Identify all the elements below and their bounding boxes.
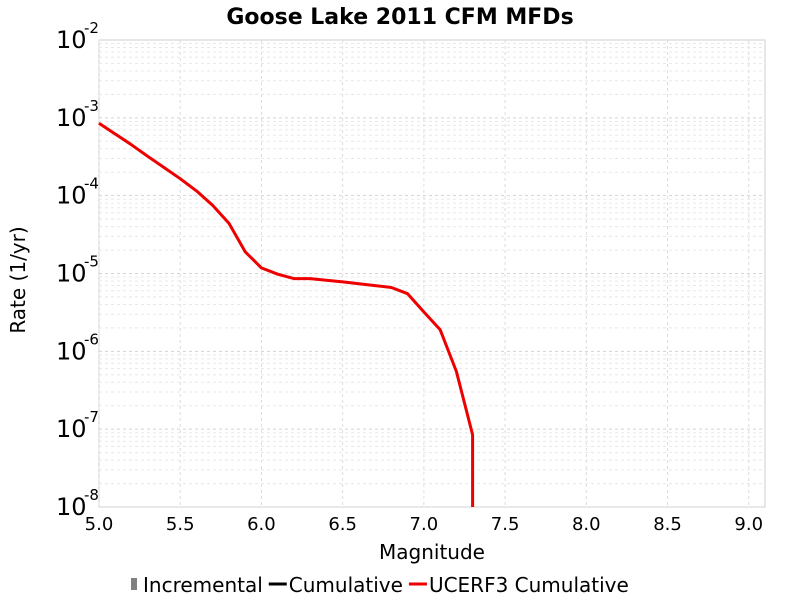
y-tick-exponent: -8: [84, 486, 99, 504]
y-tick-exponent: -3: [84, 97, 99, 115]
x-tick-label: 9.0: [734, 514, 763, 535]
x-tick-label: 7.0: [410, 514, 439, 535]
grid: [98, 40, 765, 508]
legend-label: Cumulative: [289, 573, 403, 597]
legend-entry: Incremental: [131, 573, 263, 597]
legend-entry: UCERF3 Cumulative: [408, 573, 629, 597]
legend-label: Incremental: [143, 573, 263, 597]
x-axis-ticks: 5.0 5.5 6.0 6.5 7.0 7.5 8.0 8.5 9.0: [85, 514, 763, 535]
y-tick-base: 10: [56, 104, 87, 132]
x-tick-label: 5.5: [166, 514, 195, 535]
x-tick-label: 5.0: [85, 514, 114, 535]
legend-entry: Cumulative: [268, 573, 403, 597]
legend: Incremental Cumulative UCERF3 Cumulative: [131, 573, 629, 597]
x-tick-label: 6.0: [247, 514, 276, 535]
x-tick-label: 8.0: [572, 514, 601, 535]
x-axis-label: Magnitude: [379, 540, 485, 564]
y-tick-exponent: -6: [84, 330, 99, 348]
y-tick-label: 10-7: [56, 408, 99, 443]
y-tick-base: 10: [56, 26, 87, 54]
x-tick-label: 6.5: [328, 514, 357, 535]
y-tick-label: 10-2: [56, 19, 99, 54]
x-tick-label: 7.5: [491, 514, 520, 535]
y-tick-exponent: -2: [84, 19, 99, 37]
y-tick-exponent: -4: [84, 175, 99, 193]
y-tick-base: 10: [56, 260, 87, 288]
y-axis-label: Rate (1/yr): [6, 226, 30, 333]
y-tick-label: 10-8: [56, 486, 99, 521]
legend-label: UCERF3 Cumulative: [429, 573, 629, 597]
y-tick-exponent: -5: [84, 253, 99, 271]
series-layer: [98, 122, 475, 507]
y-tick-base: 10: [56, 182, 87, 210]
y-tick-base: 10: [56, 337, 87, 365]
y-tick-base: 10: [56, 493, 87, 521]
y-tick-label: 10-4: [56, 175, 99, 210]
y-tick-label: 10-5: [56, 253, 99, 288]
series-line-ucerf3-cumulative: [98, 122, 475, 507]
legend-swatch: [131, 578, 137, 590]
y-tick-label: 10-3: [56, 97, 99, 132]
y-tick-base: 10: [56, 415, 87, 443]
y-tick-exponent: -7: [84, 408, 99, 426]
y-axis-ticks: 10-210-310-410-510-610-710-8: [56, 19, 99, 521]
chart-title: Goose Lake 2011 CFM MFDs: [226, 5, 573, 30]
x-tick-label: 8.5: [653, 514, 682, 535]
y-tick-label: 10-6: [56, 330, 99, 365]
